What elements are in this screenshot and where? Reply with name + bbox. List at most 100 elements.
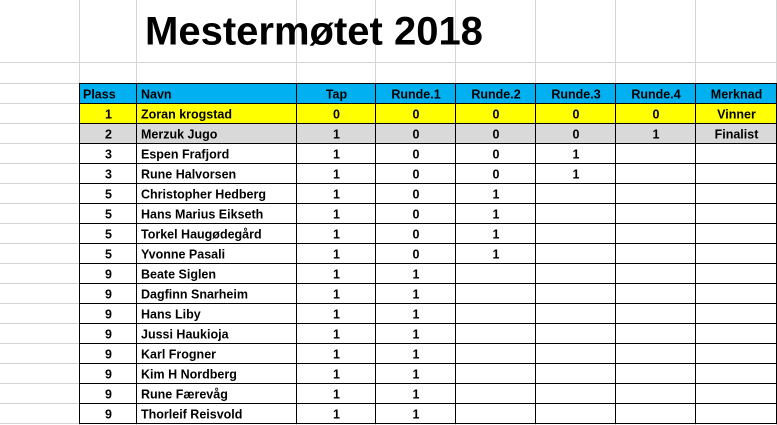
cell-text: Espen Frafjord [141,147,229,161]
cell [455,323,536,344]
cell-text: 1 [333,327,340,341]
cell-text: Karl Frogner [141,347,216,361]
cell-text: Finalist [715,127,760,141]
cell-text: 1 [413,407,420,421]
cell [615,223,696,244]
cell-text: Beate Siglen [141,267,216,281]
cell-text: 5 [105,187,112,201]
cell-text: 3 [105,147,112,161]
cell-text: Dagfinn Snarheim [141,287,248,301]
cell-text: 5 [105,207,112,221]
cell-text: 1 [333,387,340,401]
cell [615,343,696,364]
cell-text: 1 [493,247,500,261]
cell-text: 1 [333,347,340,361]
cell-text: 1 [413,327,420,341]
cell-text: Yvonne Pasali [141,247,225,261]
cell [535,383,616,404]
cell-text: 0 [413,247,420,261]
sheet-title: Mestermøtet 2018 [145,10,483,54]
cell-text: 0 [413,227,420,241]
cell-text: 1 [333,167,340,181]
cell [695,243,777,264]
cell-text: 1 [333,187,340,201]
cell-text: 0 [413,167,420,181]
cell-text: Merzuk Jugo [141,127,218,141]
cell [455,303,536,324]
cell-text: 0 [413,207,420,221]
cell [615,163,696,184]
header-cell: Runde.3 [551,87,600,101]
cell-text: 9 [105,347,112,361]
cell-text: 0 [493,147,500,161]
cell-text: Hans Marius Eikseth [141,207,263,221]
cell [695,303,777,324]
header-cell: Navn [141,87,172,101]
cell-text: Kim H Nordberg [141,367,237,381]
cell-text: 9 [105,367,112,381]
cell [695,363,777,384]
cell-text: Torkel Haugødegård [141,227,262,241]
cell [535,223,616,244]
cell-text: 1 [413,367,420,381]
cell-text: 1 [413,387,420,401]
cell-text: 0 [413,127,420,141]
cell-text: 1 [333,267,340,281]
cell-text: 0 [413,107,420,121]
cell-text: Vinner [717,107,756,121]
cell-text: 1 [573,167,580,181]
header-cell: Runde.4 [631,87,680,101]
cell [695,223,777,244]
cell [455,343,536,364]
cell [535,363,616,384]
header-cell: Tap [326,87,348,101]
cell-text: 1 [413,267,420,281]
cell [615,203,696,224]
header-cell: Runde.2 [471,87,520,101]
cell [615,243,696,264]
cell-text: Rune Færevåg [141,387,228,401]
cell-text: 9 [105,407,112,421]
cell-text: 0 [493,127,500,141]
cell-text: 1 [493,207,500,221]
cell [455,263,536,284]
cell-text: 1 [333,407,340,421]
cell [535,243,616,264]
cell-text: 5 [105,227,112,241]
cell-text: 1 [333,247,340,261]
cell-text: 0 [493,107,500,121]
cell [695,283,777,304]
cell-text: 2 [105,127,112,141]
cell [615,403,696,424]
cell [695,163,777,184]
cell [695,343,777,364]
cell [695,263,777,284]
cell-text: 1 [413,347,420,361]
cell-text: 1 [653,127,660,141]
cell-text: 0 [653,107,660,121]
cell-text: 9 [105,307,112,321]
cell-text: 1 [493,187,500,201]
table: Plass Navn Tap Runde.1 Runde.2 Runde.3 Runde.4… [79,83,777,424]
cell [535,403,616,424]
cell [695,383,777,404]
cell [615,383,696,404]
cell [615,323,696,344]
cell-text: 0 [573,107,580,121]
cell [535,303,616,324]
header-cell: Plass [83,87,116,101]
cell-text: 9 [105,267,112,281]
cell [455,363,536,384]
cell [535,283,616,304]
cell-text: 9 [105,287,112,301]
cell [535,323,616,344]
cell-text: 0 [413,187,420,201]
cell-text: Zoran krogstad [141,107,232,121]
cell [535,263,616,284]
cell-text: 1 [333,207,340,221]
cell-text: 1 [333,147,340,161]
cell [695,143,777,164]
cell-text: 1 [105,107,112,121]
cell-text: 5 [105,247,112,261]
